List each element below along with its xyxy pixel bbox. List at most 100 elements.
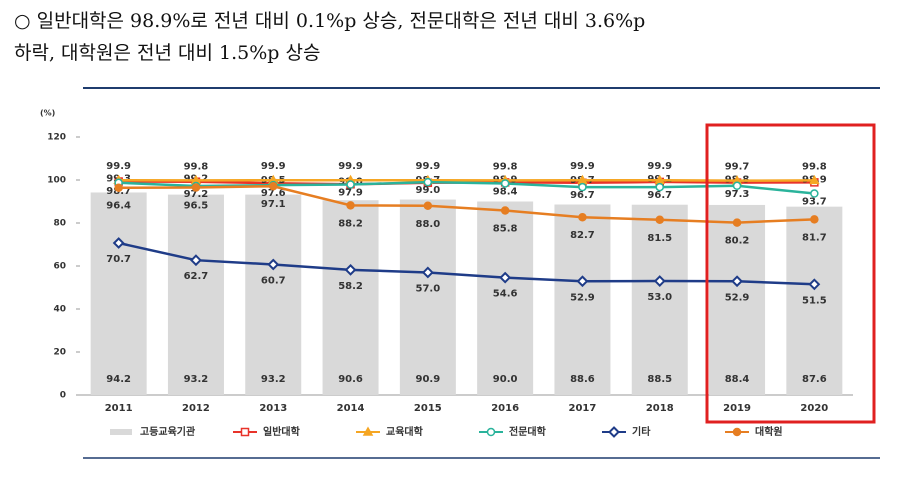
data-label: 99.0 (416, 185, 441, 196)
bar (786, 206, 843, 395)
marker (344, 263, 357, 276)
y-tick-label: 0 (60, 391, 66, 401)
marker (732, 427, 742, 437)
data-label: 85.8 (493, 224, 518, 235)
marker (423, 177, 433, 187)
data-label: 99.9 (261, 161, 286, 172)
marker (576, 275, 589, 288)
data-label: 96.5 (184, 201, 209, 212)
data-label: 96.7 (647, 190, 672, 201)
data-label: 96.4 (106, 201, 131, 212)
data-label: 52.9 (725, 292, 750, 303)
y-tick-label: 60 (53, 262, 66, 272)
marker (732, 218, 742, 227)
marker (655, 182, 664, 192)
line (118, 241, 815, 286)
marker (499, 271, 512, 284)
bar-label: 88.4 (725, 374, 750, 385)
y-tick-label: 100 (47, 176, 66, 186)
highlight-box (705, 123, 876, 424)
marker (112, 237, 125, 249)
legend-swatch (110, 429, 132, 435)
data-label: 99.8 (493, 161, 518, 172)
marker (608, 426, 620, 438)
data-label: 52.9 (570, 292, 595, 303)
data-label: 99.7 (725, 162, 750, 173)
marker (346, 180, 355, 189)
data-label: 97.3 (725, 189, 750, 200)
data-label: 82.7 (570, 230, 595, 241)
data-label: 98.4 (493, 186, 518, 197)
data-label: 97.6 (261, 188, 286, 199)
marker (500, 206, 510, 215)
legend-label: 기타 (632, 425, 651, 438)
marker (190, 254, 202, 267)
y-axis-label: (%) (40, 109, 55, 118)
marker (486, 427, 496, 437)
x-tick-label: 2014 (337, 403, 365, 414)
line (118, 184, 815, 224)
bar-label: 88.6 (570, 374, 595, 385)
data-label: 81.5 (647, 233, 672, 244)
x-tick-label: 2013 (259, 403, 287, 414)
x-tick-label: 2011 (105, 403, 133, 414)
marker (653, 275, 666, 287)
y-tick-label: 20 (53, 348, 66, 358)
marker (240, 427, 250, 437)
marker (500, 179, 510, 188)
bar-label: 93.2 (184, 374, 209, 385)
bar-label: 94.2 (106, 374, 131, 385)
bar (322, 200, 379, 395)
data-label: 99.9 (416, 161, 441, 172)
marker (578, 212, 587, 222)
x-tick-label: 2017 (569, 403, 597, 414)
x-tick-label: 2015 (414, 403, 442, 414)
marker (810, 215, 819, 224)
x-tick-label: 2020 (800, 403, 828, 414)
data-label: 81.7 (802, 232, 827, 243)
y-tick-label: 120 (47, 133, 66, 143)
bar (554, 204, 611, 395)
bar (631, 204, 688, 395)
legend-label: 교육대학 (386, 425, 424, 438)
marker (423, 201, 433, 211)
marker (578, 182, 587, 192)
bar-label: 88.5 (647, 374, 672, 385)
header-line: ○ 일반대학은 98.9%로 전년 대비 0.1%p 상승, 전문대학은 전년 … (14, 10, 646, 32)
bar (167, 194, 224, 395)
data-label: 53.0 (647, 292, 672, 303)
marker (810, 189, 819, 198)
bar (399, 199, 456, 395)
data-label: 97.9 (338, 188, 363, 199)
data-label: 54.6 (493, 289, 518, 300)
marker (191, 183, 201, 192)
marker (731, 275, 743, 288)
x-tick-label: 2012 (182, 403, 210, 414)
marker (421, 266, 434, 279)
legend-label: 대학원 (755, 425, 783, 438)
bar (709, 204, 766, 395)
bar-label: 90.9 (416, 374, 441, 385)
marker (269, 181, 278, 191)
data-label: 80.2 (725, 236, 750, 247)
data-label: 60.7 (261, 275, 286, 286)
marker (655, 215, 664, 225)
data-label: 99.8 (802, 161, 827, 172)
data-label: 99.9 (570, 161, 595, 172)
data-label: 97.1 (261, 199, 286, 210)
legend-label: 일반대학 (263, 425, 301, 438)
data-label: 93.7 (802, 197, 827, 208)
x-tick-label: 2018 (646, 403, 674, 414)
marker (808, 278, 821, 291)
y-tick-label: 80 (53, 219, 66, 229)
legend-label: 고등교육기관 (140, 425, 196, 438)
data-label: 70.7 (106, 254, 131, 265)
marker (809, 174, 820, 185)
bar-label: 90.0 (493, 374, 518, 385)
marker (267, 258, 280, 271)
data-label: 99.8 (184, 161, 209, 172)
marker (362, 426, 374, 436)
header-line: 하락, 대학원은 전년 대비 1.5%p 상승 (14, 42, 321, 64)
